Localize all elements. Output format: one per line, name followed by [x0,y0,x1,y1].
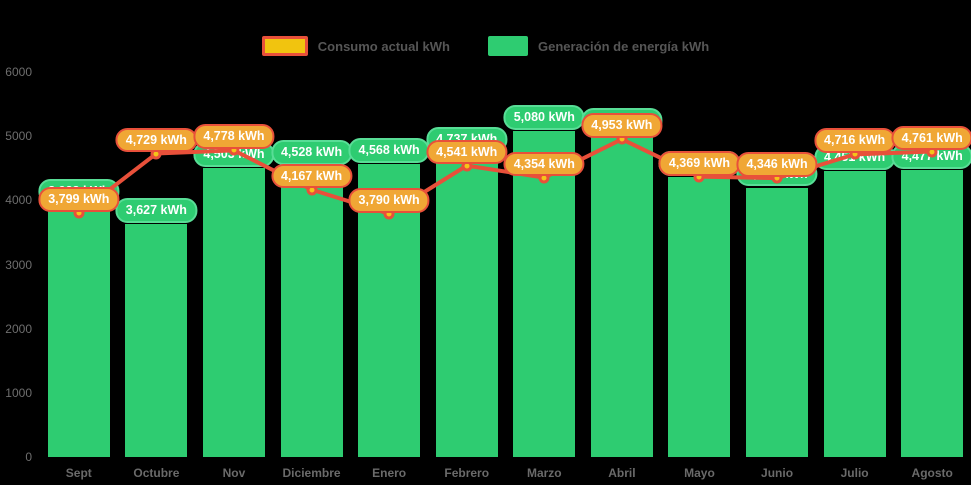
bar-octubre[interactable] [125,224,188,457]
bar-nov[interactable] [202,168,265,457]
consumption-value-pill: 3,799 kWh [38,187,120,213]
y-axis-tick-label: 0 [25,450,32,464]
x-axis-month-label: Marzo [526,466,562,480]
x-axis-month-label: Octubre [133,466,180,480]
bar-junio[interactable] [746,187,809,457]
x-axis-month-label: Abril [608,466,636,480]
x-axis-month-label: Sept [65,466,92,480]
x-axis-month-label: Mayo [684,466,715,480]
x-axis-month-label: Agosto [911,466,953,480]
consumption-value-pill: 4,716 kWh [814,128,896,154]
consumption-value-pill: 4,354 kWh [503,151,585,177]
consumption-value-pill: 4,541 kWh [426,139,508,165]
legend-swatch-consumo-icon [261,36,308,56]
consumption-value-pill: 4,761 kWh [891,125,971,151]
consumption-value-pill: 4,729 kWh [115,127,197,153]
bar-diciembre[interactable] [280,166,343,457]
x-axis-month-label: Diciembre [282,466,341,480]
bar-julio[interactable] [823,171,886,457]
y-axis-tick-label: 1000 [5,385,32,400]
x-axis-month-label: Junio [761,466,794,480]
legend-item-consumo[interactable]: Consumo actual kWh [261,36,450,56]
y-axis-tick-label: 5000 [5,129,32,144]
bar-agosto[interactable] [901,169,964,457]
consumption-value-pill: 4,167 kWh [270,163,353,189]
generation-value-pill: 4,568 kWh [348,137,430,163]
chart-legend: Consumo actual kWh Generación de energía… [0,36,971,56]
bar-sept[interactable] [47,204,110,457]
legend-item-generacion[interactable]: Generación de energía kWh [487,36,710,56]
bar-mayo[interactable] [668,177,731,457]
y-axis-tick-label: 6000 [5,65,32,79]
consumption-value-pill: 4,778 kWh [193,124,275,150]
consumption-value-pill: 4,369 kWh [658,150,741,176]
x-axis-month-label: Febrero [444,466,490,480]
generation-value-pill: 5,080 kWh [503,105,585,130]
legend-label-generacion: Generación de energía kWh [537,38,710,54]
y-axis-tick-label: 2000 [5,321,32,336]
consumption-value-pill: 3,790 kWh [348,187,430,213]
bar-febrero[interactable] [435,153,498,457]
generation-value-pill: 3,627 kWh [115,198,197,224]
bar-abril[interactable] [590,134,653,457]
bar-marzo[interactable] [513,131,576,457]
y-axis-tick-label: 4000 [5,193,32,208]
consumption-value-pill: 4,953 kWh [581,113,663,139]
x-axis-month-label: Nov [222,466,246,480]
x-axis-month-label: Enero [372,466,407,480]
legend-swatch-generacion-icon [487,36,528,56]
legend-label-consumo: Consumo actual kWh [317,38,450,54]
y-axis-tick-label: 3000 [5,257,32,272]
consumption-value-pill: 4,346 kWh [736,152,818,177]
x-axis-month-label: Julio [840,466,869,480]
